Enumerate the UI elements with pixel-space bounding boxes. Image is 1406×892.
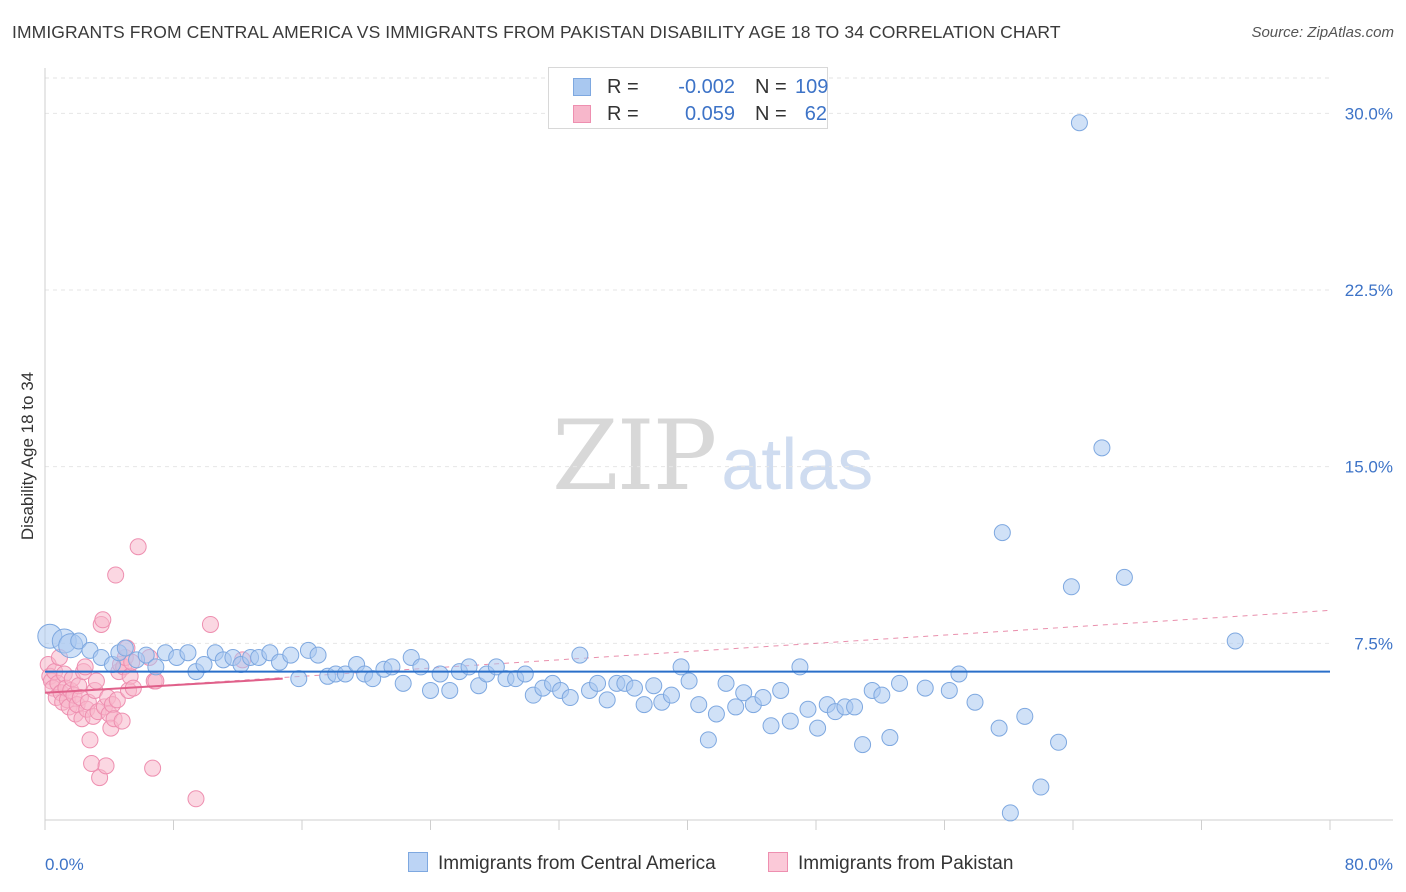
point-central-america	[635, 696, 653, 714]
bottom-legend-central-america: Immigrants from Central America	[408, 852, 716, 875]
point-pakistan	[81, 731, 99, 749]
trend-line-pakistan	[44, 677, 283, 694]
point-central-america	[1050, 733, 1068, 751]
point-central-america	[561, 689, 579, 707]
point-central-america	[516, 665, 534, 683]
point-pakistan	[108, 691, 126, 709]
point-central-america	[179, 644, 197, 662]
point-pakistan	[187, 790, 205, 808]
point-pakistan	[94, 611, 112, 629]
point-pakistan	[129, 538, 147, 556]
point-central-america	[1226, 632, 1244, 650]
point-central-america	[799, 700, 817, 718]
chart-title: IMMIGRANTS FROM CENTRAL AMERICA VS IMMIG…	[12, 22, 1061, 42]
legend-swatch-blue	[573, 78, 591, 96]
point-central-america	[762, 717, 780, 735]
point-central-america	[1016, 707, 1034, 725]
point-pakistan	[83, 754, 101, 772]
legend-n-value: 109	[795, 76, 829, 98]
point-central-america	[290, 670, 308, 688]
point-central-america	[735, 684, 753, 702]
point-central-america	[966, 693, 984, 711]
bottom-legend-swatch-blue	[408, 852, 428, 872]
point-central-america	[881, 729, 899, 747]
point-central-america	[598, 691, 616, 709]
point-central-america	[589, 674, 607, 692]
point-central-america	[699, 731, 717, 749]
point-central-america	[625, 679, 643, 697]
y-tick-label: 15.0%	[1345, 458, 1393, 477]
point-central-america	[70, 632, 88, 650]
y-axis-label: Disability Age 18 to 34	[18, 371, 37, 541]
legend-r-value: 0.059	[684, 103, 735, 125]
point-pakistan	[87, 672, 105, 690]
point-central-america	[690, 696, 708, 714]
legend-r-value: -0.002	[678, 76, 735, 98]
point-central-america	[950, 665, 968, 683]
point-central-america	[571, 646, 589, 664]
point-central-america	[137, 646, 155, 664]
point-central-america	[990, 719, 1008, 737]
point-central-america	[1115, 568, 1133, 586]
point-central-america	[336, 665, 354, 683]
bottom-legend-swatch-pink	[768, 852, 788, 872]
y-tick-label: 7.5%	[1354, 634, 1393, 653]
point-central-america	[309, 646, 327, 664]
watermark-atlas: atlas	[721, 425, 874, 505]
point-central-america	[282, 646, 300, 664]
point-central-america	[1070, 114, 1088, 132]
point-central-america	[441, 681, 459, 699]
source-note: Source: ZipAtlas.com	[1251, 24, 1394, 41]
bottom-legend-label: Immigrants from Pakistan	[798, 853, 1014, 874]
point-central-america	[846, 698, 864, 716]
point-central-america	[809, 719, 827, 737]
point-central-america	[431, 665, 449, 683]
point-central-america	[116, 639, 134, 657]
bottom-legend-label: Immigrants from Central America	[438, 853, 716, 874]
point-central-america	[1032, 778, 1050, 796]
y-tick-label: 30.0%	[1345, 104, 1393, 123]
y-tick-label: 22.5%	[1345, 281, 1393, 300]
legend-n-label: N =	[755, 103, 787, 125]
point-central-america	[854, 736, 872, 754]
point-central-america	[727, 698, 745, 716]
x-tick-label: 0.0%	[45, 855, 84, 874]
point-pakistan	[97, 757, 115, 775]
x-tick-label: 80.0%	[1345, 855, 1393, 874]
point-central-america	[645, 677, 663, 695]
point-central-america	[470, 677, 488, 695]
legend-swatch-pink	[573, 105, 591, 123]
legend-n-label: N =	[755, 76, 787, 98]
point-central-america	[680, 672, 698, 690]
point-central-america	[873, 686, 891, 704]
point-pakistan	[201, 615, 219, 633]
point-central-america	[993, 524, 1011, 542]
point-central-america	[422, 681, 439, 699]
point-central-america	[717, 674, 735, 692]
point-central-america	[891, 674, 909, 692]
point-central-america	[1001, 804, 1019, 822]
point-central-america	[916, 679, 934, 697]
point-central-america	[1062, 578, 1080, 596]
point-pakistan	[113, 712, 131, 730]
point-central-america	[754, 689, 772, 707]
point-central-america	[1093, 439, 1111, 457]
point-central-america	[662, 686, 680, 704]
point-central-america	[940, 681, 958, 699]
legend-n-value: 62	[804, 103, 827, 125]
legend-r-label: R =	[607, 103, 639, 125]
point-central-america	[707, 705, 725, 723]
legend-r-label: R =	[607, 76, 639, 98]
bottom-legend-pakistan: Immigrants from Pakistan	[768, 852, 1013, 875]
point-central-america	[394, 674, 412, 692]
point-pakistan	[144, 759, 162, 777]
watermark: ZIPatlas	[552, 400, 873, 512]
watermark-zip: ZIP	[552, 400, 717, 512]
correlation-legend: R = -0.002 N = 109 R = 0.059 N = 62	[548, 67, 828, 129]
trend-line-pakistan-dashed	[44, 609, 1331, 694]
point-central-america	[772, 681, 790, 699]
point-pakistan	[107, 566, 125, 584]
point-central-america	[781, 712, 799, 730]
